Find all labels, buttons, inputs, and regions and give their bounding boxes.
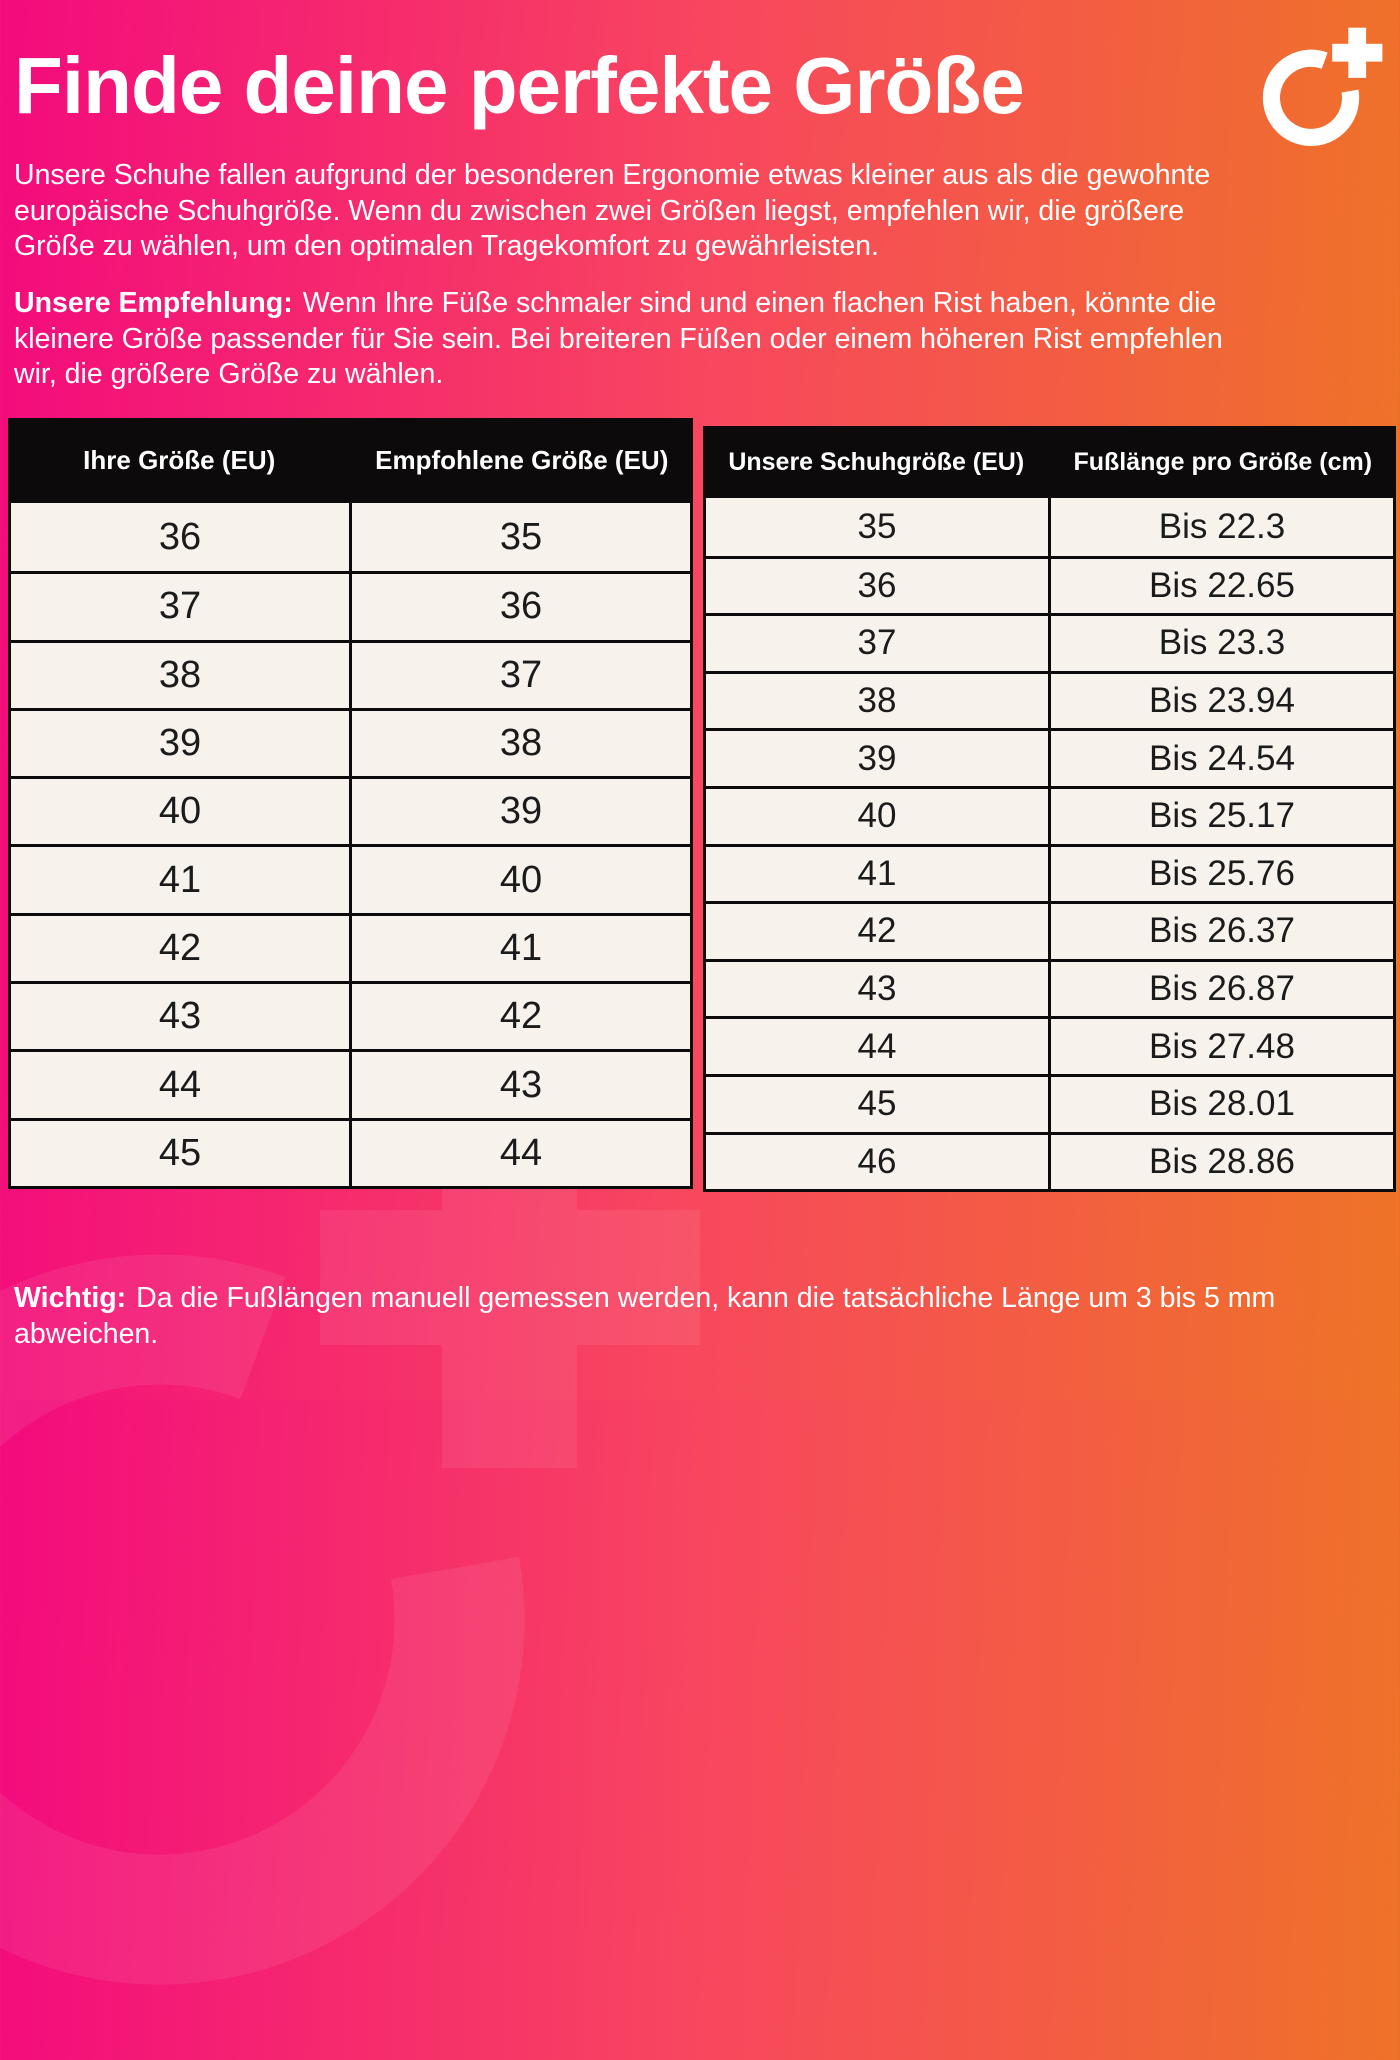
- table-cell: Bis 28.86: [1048, 1134, 1393, 1190]
- table-cell: 39: [857, 738, 897, 778]
- table-cell: 45: [158, 1131, 202, 1174]
- table-cell: 42: [158, 926, 202, 969]
- table-cell: 36: [158, 515, 202, 558]
- table-cell: 43: [349, 1052, 690, 1118]
- table-cell: 36: [857, 565, 897, 605]
- table-cell: Bis 25.17: [1048, 788, 1393, 844]
- foot-length-table: Unsere Schuhgröße (EU) Fußlänge pro Größ…: [703, 426, 1396, 1193]
- table-cell: Bis 26.37: [1048, 904, 1393, 959]
- table-header-row: Ihre Größe (EU) Empfohlene Größe (EU): [8, 418, 693, 503]
- table-cell: Bis 22.65: [1048, 558, 1393, 614]
- table-cell: 39: [158, 722, 202, 765]
- page-title: Finde deine perfekte Größe: [14, 41, 1025, 130]
- table-header-cell: Fußlänge pro Größe (cm): [1073, 447, 1373, 476]
- table-cell: Bis 24.54: [1048, 731, 1393, 786]
- table-cell: Bis 23.3: [1048, 616, 1393, 671]
- circle-plus-logo-icon: [1262, 27, 1383, 147]
- table-cell: 40: [857, 796, 897, 836]
- table-cell: Bis 26.87: [1048, 961, 1393, 1017]
- table-header-row: Unsere Schuhgröße (EU) Fußlänge pro Größ…: [703, 426, 1396, 498]
- table-cell: 40: [158, 790, 202, 833]
- table-row: 42 Bis 26.37: [706, 901, 1393, 959]
- table-cell: 37: [349, 642, 690, 708]
- table-cell: 41: [857, 853, 897, 893]
- note-line: abweichen.: [14, 1317, 159, 1350]
- table-body: 36 35 37 36 38 37 39 38 40 39 41 40 42 41 43 42 44 43 45 44: [8, 503, 693, 1189]
- table-cell: 41: [158, 858, 202, 901]
- table-row: 45 44: [11, 1117, 690, 1186]
- circle-plus-watermark-icon: [0, 1088, 700, 1985]
- table-cell: Bis 22.3: [1048, 498, 1393, 556]
- table-row: 43 42: [11, 981, 690, 1050]
- table-row: 39 Bis 24.54: [706, 728, 1393, 786]
- table-cell: 44: [158, 1063, 202, 1106]
- table-cell: 42: [349, 984, 690, 1050]
- table-row: 40 Bis 25.17: [706, 785, 1393, 844]
- table-cell: 46: [857, 1141, 897, 1181]
- table-cell: 38: [857, 681, 897, 721]
- table-cell: Bis 28.01: [1048, 1076, 1393, 1132]
- size-guide-infographic: { "header": { "title": "Finde deine perf…: [0, 0, 1400, 1400]
- table-body: 35 Bis 22.3 36 Bis 22.65 37 Bis 23.3 38 Bis 23.…: [703, 498, 1396, 1193]
- table-cell: 36: [349, 574, 690, 640]
- table-cell: Bis 27.48: [1048, 1019, 1393, 1074]
- table-row: 44 43: [11, 1049, 690, 1118]
- intro-line: europäische Schuhgröße. Wenn du zwischen…: [14, 194, 1185, 227]
- table-cell: 35: [349, 503, 690, 572]
- table-cell: 40: [349, 847, 690, 913]
- table-row: 45 Bis 28.01: [706, 1073, 1393, 1132]
- table-row: 35 Bis 22.3: [706, 498, 1393, 556]
- table-cell: 42: [857, 911, 897, 951]
- table-cell: 43: [158, 995, 202, 1038]
- table-row: 40 39: [11, 776, 690, 845]
- recommendation-line: wir, die größere Größe zu wählen.: [14, 358, 444, 390]
- recommendation-label: Unsere Empfehlung:: [14, 287, 293, 319]
- table-row: 44 Bis 27.48: [706, 1016, 1393, 1074]
- table-row: 41 40: [11, 844, 690, 913]
- table-cell: 37: [857, 623, 897, 663]
- table-row: 38 Bis 23.94: [706, 670, 1393, 729]
- table-cell: 41: [349, 915, 690, 982]
- table-cell: 35: [857, 506, 897, 546]
- size-conversion-table: Ihre Größe (EU) Empfohlene Größe (EU) 36…: [8, 418, 693, 1189]
- table-cell: 44: [857, 1026, 897, 1066]
- table-cell: Bis 25.76: [1048, 846, 1393, 902]
- table-row: 38 37: [11, 639, 690, 708]
- table-row: 36 35: [11, 503, 690, 572]
- table-row: 37 36: [11, 571, 690, 640]
- table-cell: 39: [349, 779, 690, 845]
- table-row: 39 38: [11, 707, 690, 777]
- note-line: Wichtig: Da die Fußlängen manuell gemesse…: [14, 1282, 1276, 1314]
- recommendation-line: Unsere Empfehlung: Wenn Ihre Füße schmale…: [14, 287, 1217, 319]
- table-header-cell: Ihre Größe (EU): [83, 445, 276, 475]
- recommendation-text: Unsere Empfehlung: Wenn Ihre Füße schmale…: [14, 286, 1223, 393]
- note-label: Wichtig:: [14, 1282, 127, 1314]
- table-row: 37 Bis 23.3: [706, 613, 1393, 671]
- table-cell: 38: [349, 710, 690, 777]
- table-header-cell: Empfohlene Größe (EU): [375, 445, 669, 475]
- table-cell: 37: [158, 585, 202, 628]
- note-text: Wichtig: Da die Fußlängen manuell gemesse…: [14, 1281, 1275, 1352]
- table-row: 43 Bis 26.87: [706, 958, 1393, 1017]
- table-cell: Bis 23.94: [1048, 673, 1393, 729]
- table-row: 36 Bis 22.65: [706, 555, 1393, 614]
- intro-text: Unsere Schuhe fallen aufgrund der besond…: [14, 158, 1210, 265]
- table-cell: 45: [857, 1084, 897, 1124]
- table-header-cell: Unsere Schuhgröße (EU): [728, 447, 1025, 476]
- recommendation-line: kleinere Größe passender für Sie sein. B…: [14, 322, 1223, 355]
- table-row: 46 Bis 28.86: [706, 1131, 1393, 1190]
- table-row: 41 Bis 25.76: [706, 843, 1393, 902]
- table-cell: 43: [857, 969, 897, 1009]
- intro-line: Unsere Schuhe fallen aufgrund der besond…: [14, 159, 1211, 191]
- table-row: 42 41: [11, 912, 690, 982]
- table-cell: 38: [158, 653, 202, 696]
- table-cell: 44: [349, 1120, 690, 1186]
- intro-line: Größe zu wählen, um den optimalen Tragek…: [14, 230, 879, 262]
